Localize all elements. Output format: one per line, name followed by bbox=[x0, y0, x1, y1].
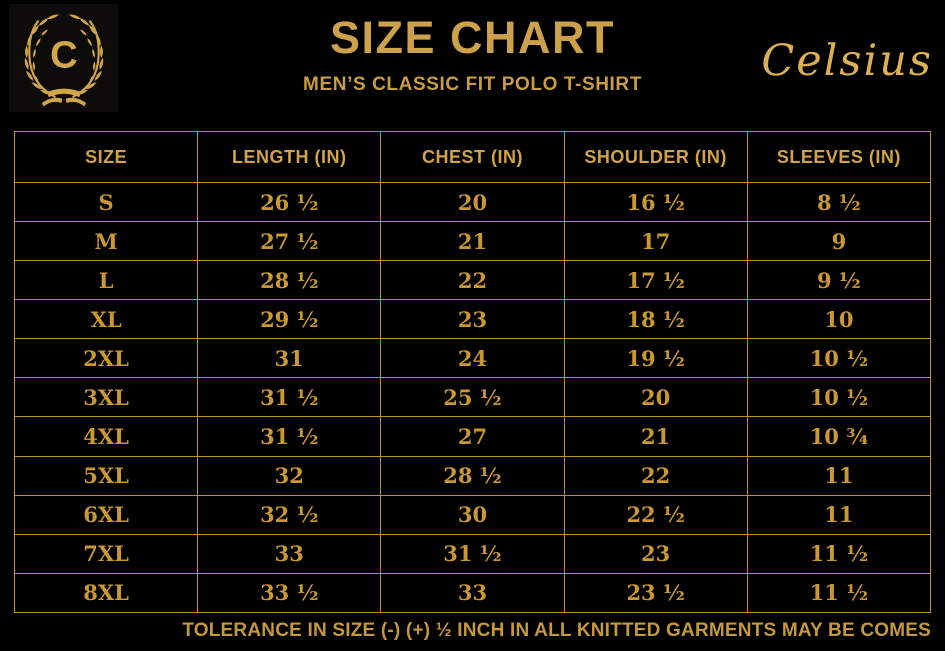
shoulder-cell: 20 bbox=[563, 377, 748, 418]
column-header-chest: CHEST (IN) bbox=[380, 131, 565, 183]
chest-cell: 27 bbox=[380, 416, 565, 457]
size-cell: 2XL bbox=[13, 338, 199, 379]
tolerance-note: TOLERANCE IN SIZE (-) (+) ½ INCH IN ALL … bbox=[182, 620, 931, 641]
table-row: L 28 ½ 22 17 ½ 9 ½ bbox=[13, 260, 932, 301]
table-row: 3XL 31 ½ 25 ½ 20 10 ½ bbox=[13, 377, 932, 418]
chest-cell: 21 bbox=[380, 221, 565, 262]
sleeves-cell: 10 ½ bbox=[746, 338, 932, 379]
sleeves-cell: 11 ½ bbox=[746, 533, 932, 574]
sleeves-cell: 10 bbox=[746, 299, 932, 340]
laurel-wreath-icon: C bbox=[13, 7, 115, 107]
table-row: M 27 ½ 21 17 9 bbox=[13, 221, 932, 262]
length-cell: 32 ½ bbox=[197, 494, 382, 535]
table-row: 5XL 32 28 ½ 22 11 bbox=[13, 455, 932, 496]
sleeves-cell: 11 bbox=[746, 455, 932, 496]
table-row: 7XL 33 31 ½ 23 11 ½ bbox=[13, 533, 932, 574]
table-row: XL 29 ½ 23 18 ½ 10 bbox=[13, 299, 932, 340]
length-cell: 31 bbox=[197, 338, 382, 379]
shoulder-cell: 23 ½ bbox=[563, 572, 748, 614]
table-row: 6XL 32 ½ 30 22 ½ 11 bbox=[13, 494, 932, 535]
length-cell: 32 bbox=[197, 455, 382, 496]
column-header-size: SIZE bbox=[13, 131, 199, 183]
size-cell: 5XL bbox=[13, 455, 199, 496]
length-cell: 28 ½ bbox=[197, 260, 382, 301]
size-cell: L bbox=[13, 260, 199, 301]
chest-cell: 31 ½ bbox=[380, 533, 565, 574]
sleeves-cell: 8 ½ bbox=[746, 181, 932, 223]
size-cell: M bbox=[13, 221, 199, 262]
size-cell: 4XL bbox=[13, 416, 199, 457]
length-cell: 29 ½ bbox=[197, 299, 382, 340]
brand-logo: C bbox=[9, 4, 118, 112]
shoulder-cell: 19 ½ bbox=[563, 338, 748, 379]
sleeves-cell: 11 ½ bbox=[746, 572, 932, 614]
chest-cell: 28 ½ bbox=[380, 455, 565, 496]
shoulder-cell: 17 bbox=[563, 221, 748, 262]
size-cell: 6XL bbox=[13, 494, 199, 535]
sleeves-cell: 9 ½ bbox=[746, 260, 932, 301]
length-cell: 33 ½ bbox=[197, 572, 382, 614]
shoulder-cell: 22 bbox=[563, 455, 748, 496]
sleeves-cell: 10 ½ bbox=[746, 377, 932, 418]
shoulder-cell: 22 ½ bbox=[563, 494, 748, 535]
size-cell: XL bbox=[13, 299, 199, 340]
chest-cell: 24 bbox=[380, 338, 565, 379]
header: SIZE CHART MEN’S CLASSIC FIT POLO T-SHIR… bbox=[0, 14, 945, 96]
table-row: 8XL 33 ½ 33 23 ½ 11 ½ bbox=[13, 572, 932, 614]
chest-cell: 25 ½ bbox=[380, 377, 565, 418]
chest-cell: 30 bbox=[380, 494, 565, 535]
length-cell: 27 ½ bbox=[197, 221, 382, 262]
logo-letter: C bbox=[50, 33, 78, 76]
sleeves-cell: 11 bbox=[746, 494, 932, 535]
chest-cell: 33 bbox=[380, 572, 565, 614]
page-subtitle: MEN’S CLASSIC FIT POLO T-SHIRT bbox=[303, 74, 642, 96]
shoulder-cell: 23 bbox=[563, 533, 748, 574]
size-cell: 3XL bbox=[13, 377, 199, 418]
shoulder-cell: 16 ½ bbox=[563, 181, 748, 223]
header-row: SIZE LENGTH (IN) CHEST (IN) SHOULDER (IN… bbox=[13, 131, 932, 183]
size-chart-table: SIZE LENGTH (IN) CHEST (IN) SHOULDER (IN… bbox=[13, 131, 932, 614]
size-cell: S bbox=[13, 181, 199, 223]
size-cell: 7XL bbox=[13, 533, 199, 574]
table-row: 4XL 31 ½ 27 21 10 ¾ bbox=[13, 416, 932, 457]
brand-name: Celsius bbox=[761, 36, 933, 86]
table-row: S 26 ½ 20 16 ½ 8 ½ bbox=[13, 181, 932, 223]
length-cell: 31 ½ bbox=[197, 416, 382, 457]
column-header-shoulder: SHOULDER (IN) bbox=[563, 131, 748, 183]
sleeves-cell: 9 bbox=[746, 221, 932, 262]
table-row: 2XL 31 24 19 ½ 10 ½ bbox=[13, 338, 932, 379]
length-cell: 31 ½ bbox=[197, 377, 382, 418]
length-cell: 26 ½ bbox=[197, 181, 382, 223]
shoulder-cell: 21 bbox=[563, 416, 748, 457]
page-title: SIZE CHART bbox=[330, 12, 615, 63]
column-header-sleeves: SLEEVES (IN) bbox=[746, 131, 932, 183]
size-cell: 8XL bbox=[13, 572, 199, 614]
chest-cell: 20 bbox=[380, 181, 565, 223]
shoulder-cell: 18 ½ bbox=[563, 299, 748, 340]
chest-cell: 23 bbox=[380, 299, 565, 340]
sleeves-cell: 10 ¾ bbox=[746, 416, 932, 457]
chest-cell: 22 bbox=[380, 260, 565, 301]
length-cell: 33 bbox=[197, 533, 382, 574]
column-header-length: LENGTH (IN) bbox=[197, 131, 382, 183]
shoulder-cell: 17 ½ bbox=[563, 260, 748, 301]
